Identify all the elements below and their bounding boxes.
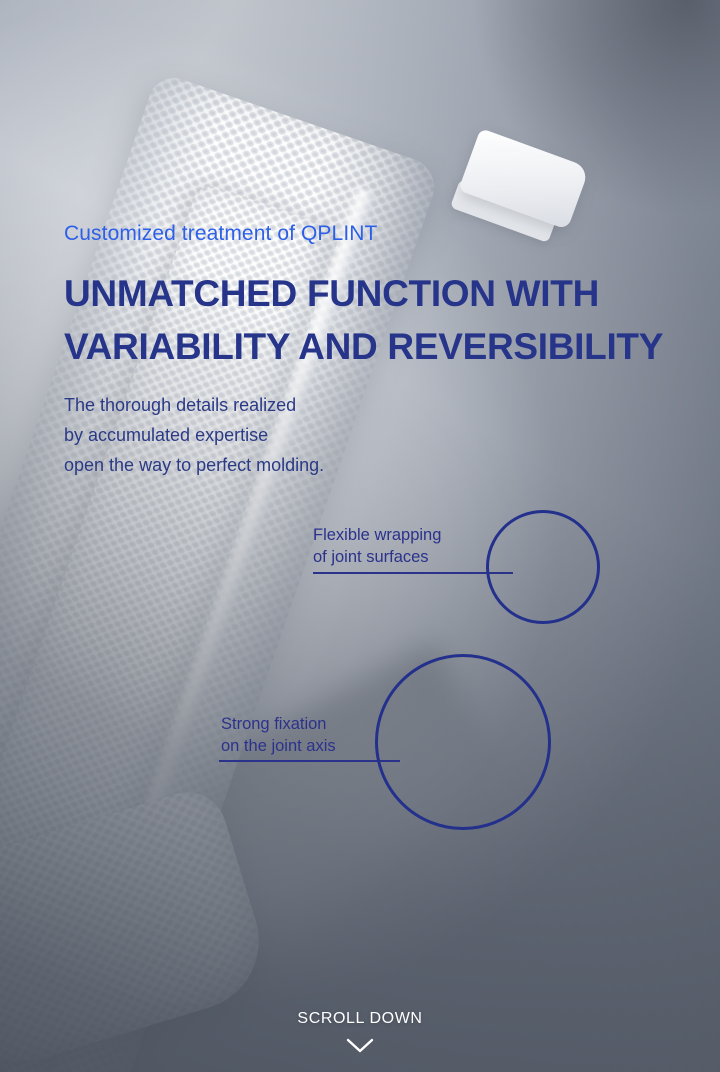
- annotation-flexible-wrapping-line-2: of joint surfaces: [313, 548, 429, 566]
- annotation-flexible-wrapping: Flexible wrapping of joint surfaces: [313, 524, 441, 568]
- annotation-flexible-wrapping-circle: [486, 510, 600, 624]
- hero-headline: UNMATCHED FUNCTION WITH VARIABILITY AND …: [64, 267, 684, 373]
- annotation-flexible-wrapping-line-1: Flexible wrapping: [313, 526, 442, 544]
- hero-headline-line-2: VARIABILITY AND REVERSIBILITY: [64, 326, 664, 367]
- scroll-down-indicator[interactable]: SCROLL DOWN: [0, 1010, 720, 1055]
- annotation-strong-fixation-line-1: Strong fixation: [221, 715, 327, 733]
- chevron-down-icon: [346, 1038, 374, 1053]
- hero-lede-line-1: The thorough details realized: [64, 395, 297, 415]
- hero-lede-line-3: open the way to perfect molding.: [64, 455, 325, 475]
- hero-lede: The thorough details realized by accumul…: [64, 390, 324, 480]
- annotation-strong-fixation-line-2: on the joint axis: [221, 737, 336, 755]
- annotation-strong-fixation-rule: [219, 760, 400, 762]
- scroll-down-label: SCROLL DOWN: [297, 1010, 423, 1027]
- hero-headline-line-1: UNMATCHED FUNCTION WITH: [64, 273, 600, 314]
- annotation-flexible-wrapping-rule: [313, 572, 513, 574]
- hero-eyebrow: Customized treatment of QPLINT: [64, 222, 378, 245]
- annotation-strong-fixation: Strong fixation on the joint axis: [221, 713, 336, 757]
- hero-lede-line-2: by accumulated expertise: [64, 425, 269, 445]
- annotation-strong-fixation-circle: [375, 654, 551, 830]
